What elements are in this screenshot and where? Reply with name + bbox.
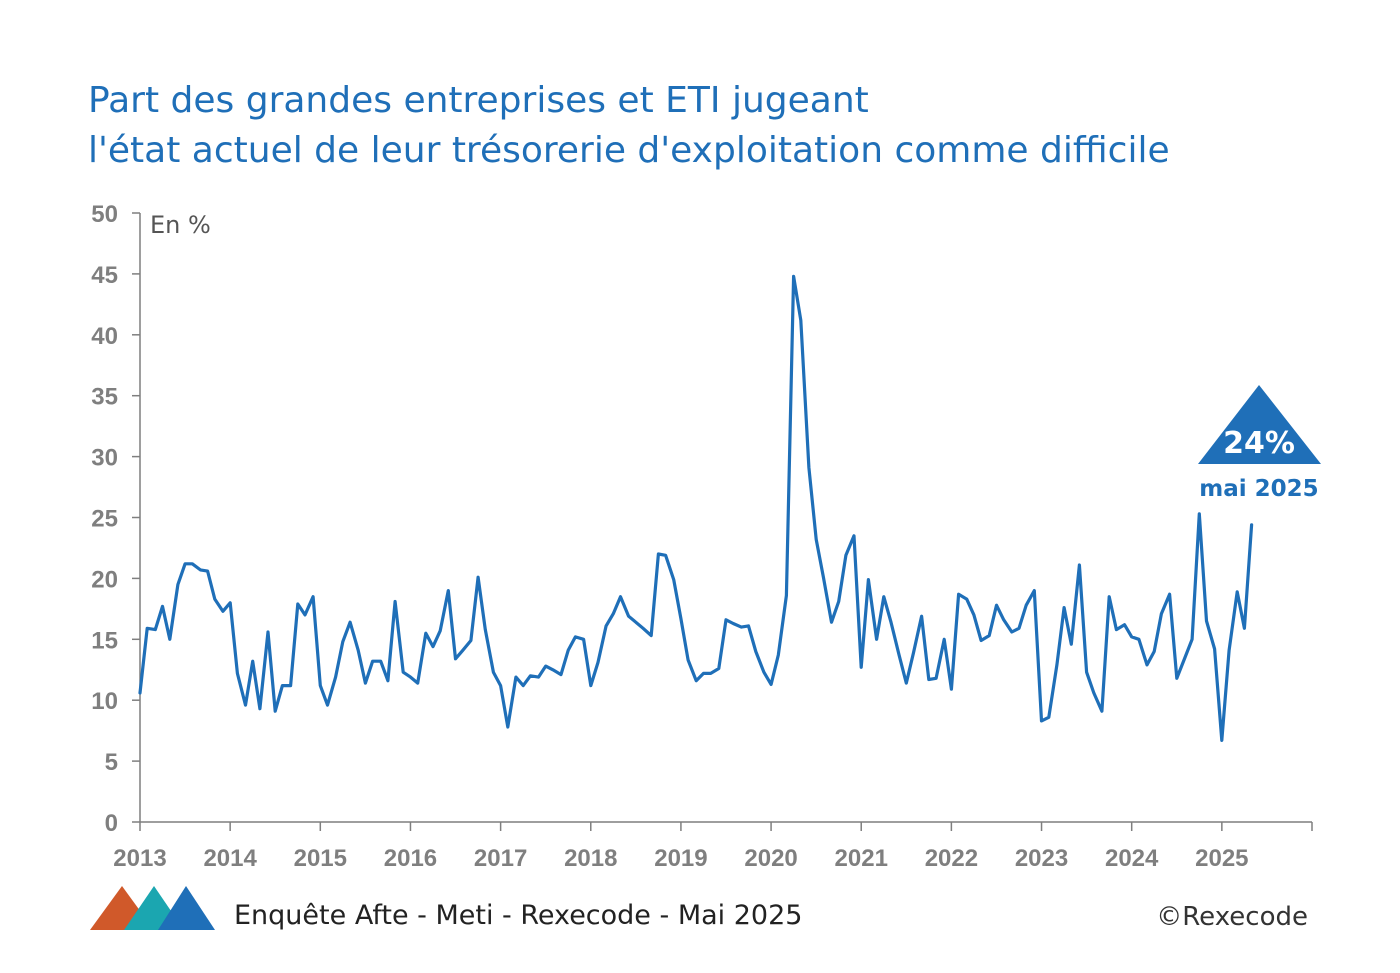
x-tick-label: 2023 xyxy=(1015,845,1068,872)
y-tick-label: 45 xyxy=(91,262,118,289)
x-tick-label: 2024 xyxy=(1105,845,1159,872)
x-tick-label: 2020 xyxy=(744,845,797,872)
x-tick-label: 2017 xyxy=(474,845,527,872)
y-tick-label: 25 xyxy=(91,506,118,533)
y-tick-label: 15 xyxy=(91,627,118,654)
callout-value: 24% xyxy=(1223,426,1295,461)
callout-date: mai 2025 xyxy=(1199,476,1318,502)
chart-plot-area xyxy=(138,274,1254,742)
x-tick-label: 2016 xyxy=(384,845,437,872)
chart-title-line-2: l'état actuel de leur trésorerie d'explo… xyxy=(88,130,1170,171)
chart-title: Part des grandes entreprises et ETI juge… xyxy=(88,76,1170,176)
copyright-note: ©Rexecode xyxy=(1156,902,1308,932)
afte-logo xyxy=(90,886,215,930)
x-tick-label: 2014 xyxy=(203,845,257,872)
logo-blue-triangle-icon xyxy=(158,886,215,930)
up-triangle-icon xyxy=(1198,385,1321,464)
x-tick-label: 2015 xyxy=(294,845,347,872)
x-tick-label: 2022 xyxy=(925,845,978,872)
y-tick-label: 5 xyxy=(105,749,118,776)
y-tick-label: 35 xyxy=(91,384,118,411)
y-tick-label: 0 xyxy=(105,810,118,837)
x-tick-label: 2018 xyxy=(564,845,617,872)
source-note: Enquête Afte - Meti - Rexecode - Mai 202… xyxy=(234,900,803,931)
y-tick-label: 40 xyxy=(91,323,118,350)
x-tick-label: 2013 xyxy=(113,845,166,872)
y-axis-label: En % xyxy=(150,211,211,239)
series-line xyxy=(138,274,1254,742)
x-tick-label: 2021 xyxy=(835,845,888,872)
y-tick-label: 10 xyxy=(91,688,118,715)
y-tick-label: 20 xyxy=(91,566,118,593)
y-tick-label: 50 xyxy=(91,201,118,228)
latest-value-callout: 24% mai 2025 xyxy=(1198,385,1321,502)
x-tick-label: 2019 xyxy=(654,845,707,872)
y-tick-label: 30 xyxy=(91,445,118,472)
x-tick-label: 2025 xyxy=(1195,845,1248,872)
chart-title-line-1: Part des grandes entreprises et ETI juge… xyxy=(88,80,869,121)
